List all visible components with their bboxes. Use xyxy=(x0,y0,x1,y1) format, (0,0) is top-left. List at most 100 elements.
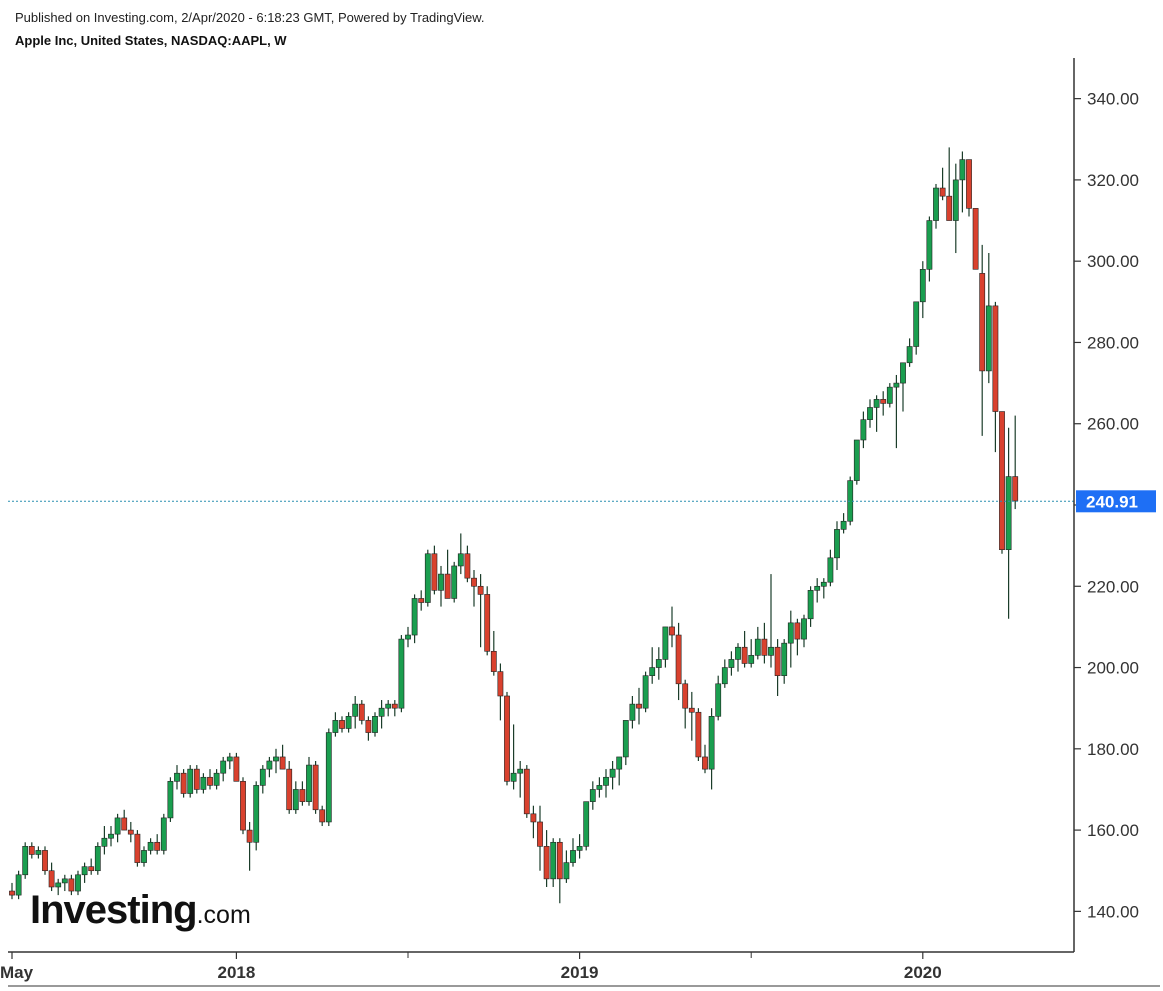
candle xyxy=(761,622,768,664)
candle xyxy=(596,777,603,798)
x-tick-label: 2019 xyxy=(561,963,599,982)
candle xyxy=(213,769,220,790)
candle xyxy=(174,765,180,790)
candle xyxy=(748,639,755,668)
candle xyxy=(352,695,359,729)
candle xyxy=(233,752,240,782)
candle-body xyxy=(933,187,939,221)
candle-body xyxy=(913,301,920,347)
candle xyxy=(827,549,834,587)
candle xyxy=(147,838,154,855)
candle-body xyxy=(207,776,213,786)
candle-body xyxy=(451,565,458,599)
candle xyxy=(1012,415,1019,510)
candle-body xyxy=(939,187,946,197)
x-tick-label: 2020 xyxy=(904,963,942,982)
candle xyxy=(959,151,966,213)
candle-body xyxy=(860,419,867,441)
candle-body xyxy=(827,557,834,583)
candle xyxy=(669,606,675,648)
candle-body xyxy=(68,878,75,892)
candle xyxy=(365,716,372,741)
candle xyxy=(246,821,253,871)
candle xyxy=(787,610,794,668)
candle-body xyxy=(15,874,22,896)
candle-body xyxy=(840,520,847,530)
candle xyxy=(682,679,689,729)
candle xyxy=(345,712,352,733)
candle-body xyxy=(9,890,15,896)
candle xyxy=(768,574,774,668)
candle xyxy=(273,748,279,774)
candle-body xyxy=(108,833,114,839)
candle xyxy=(992,301,999,453)
candle-body xyxy=(167,781,174,819)
candle xyxy=(121,809,128,831)
candle xyxy=(127,821,134,843)
candle xyxy=(662,626,669,668)
last-price-tag-box xyxy=(1076,490,1156,513)
candle xyxy=(55,878,62,896)
candle xyxy=(180,769,187,798)
candle xyxy=(154,834,161,855)
candle xyxy=(563,850,570,883)
candle-body xyxy=(814,585,821,591)
candle-body xyxy=(774,646,781,676)
candle xyxy=(530,805,537,839)
candle-body xyxy=(530,813,537,823)
candle-body xyxy=(603,776,609,786)
candle-body xyxy=(365,720,372,733)
candle-body xyxy=(754,638,761,656)
candle-body xyxy=(715,683,722,717)
candle-body xyxy=(655,659,662,668)
candle xyxy=(299,781,306,806)
candle xyxy=(820,578,827,599)
candle-body xyxy=(959,159,966,181)
candle-body xyxy=(101,837,108,847)
candle-body xyxy=(609,768,616,778)
candle xyxy=(372,712,378,737)
candle xyxy=(108,826,114,847)
candle-body xyxy=(695,711,702,758)
candle xyxy=(266,756,273,778)
candle-body xyxy=(900,362,906,384)
candle xyxy=(642,671,649,713)
candle-body xyxy=(768,646,774,656)
candle-body xyxy=(781,642,788,676)
candle xyxy=(398,635,405,713)
candle xyxy=(391,700,398,717)
candle xyxy=(405,626,411,648)
candle-body xyxy=(391,703,398,709)
candle-body xyxy=(596,785,603,790)
candle-body xyxy=(75,874,81,892)
y-tick-label: 140.00 xyxy=(1087,902,1139,921)
candle-body xyxy=(306,764,312,802)
candle-body xyxy=(471,577,477,587)
candle-body xyxy=(946,195,953,221)
candle-body xyxy=(411,598,418,636)
y-tick-label: 200.00 xyxy=(1087,659,1139,678)
candle xyxy=(451,561,458,603)
candle xyxy=(464,545,471,583)
candle xyxy=(926,216,933,282)
candle-body xyxy=(418,598,425,603)
candle-body xyxy=(563,862,570,880)
candle xyxy=(385,700,392,717)
candle-body xyxy=(213,772,220,786)
candle xyxy=(999,411,1005,554)
candle-body xyxy=(873,399,880,408)
candle-body xyxy=(220,760,227,774)
candle-body xyxy=(688,707,695,713)
candle xyxy=(484,586,491,656)
y-tick-label: 280.00 xyxy=(1087,333,1139,352)
candle xyxy=(583,801,590,851)
candle xyxy=(15,870,22,900)
candle xyxy=(609,761,616,790)
candle-body xyxy=(985,305,992,372)
candle xyxy=(226,752,233,770)
candle xyxy=(517,761,524,798)
candle-body xyxy=(735,646,741,660)
candle xyxy=(61,874,68,892)
candle-body xyxy=(523,768,530,815)
candle xyxy=(28,842,35,859)
